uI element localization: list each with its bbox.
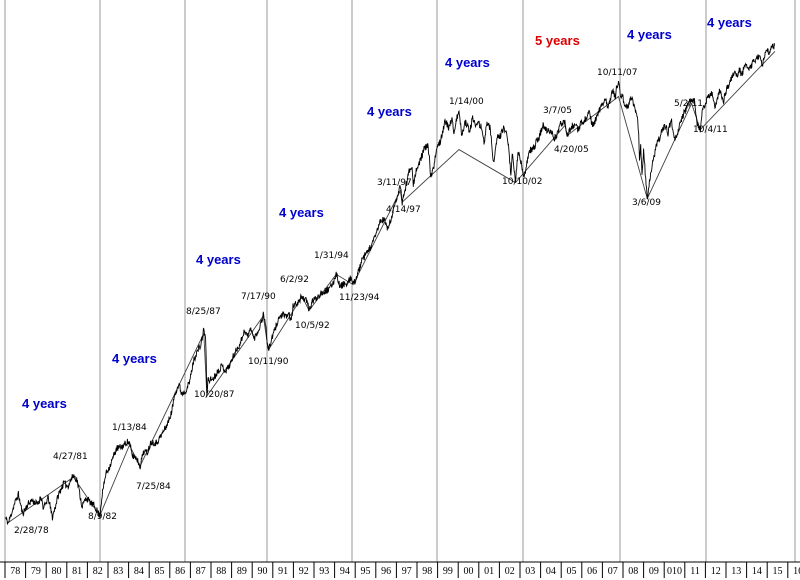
date-label: 11/23/94 [339,293,380,303]
x-axis-tick-label: 15 [773,566,783,577]
cycle-trendline [6,50,776,524]
cycle-length-label: 4 years [196,252,241,267]
date-label: 10/11/90 [248,357,289,367]
cycle-length-label: 4 years [367,104,412,119]
date-label: 10/11/07 [597,68,637,78]
x-axis-tick-label: 95 [361,566,371,577]
date-label: 1/13/84 [112,423,147,433]
x-axis-tick-label: 90 [258,566,268,577]
x-axis-tick-label: 04 [546,566,556,577]
x-axis-tick-label: 08 [628,566,638,577]
price-path [4,43,776,525]
x-axis-tick-label: 79 [31,566,41,577]
date-annotations: 2/28/78 4/27/81 8/9/82 1/13/84 7/25/84 8/25/8… [14,68,728,536]
x-axis-tick-label: 14 [752,566,762,577]
x-axis-tick-label: 88 [216,566,226,577]
date-label: 10/20/87 [194,390,234,400]
date-label: 6/2/92 [280,275,309,285]
x-axis-tick-label: 11 [690,566,700,577]
x-axis-tick-label: 93 [319,566,329,577]
x-axis-tick-label: 16 [793,566,800,577]
cycle-length-label: 4 years [707,15,752,30]
date-label: 8/9/82 [88,512,117,522]
date-label: 3/7/05 [543,106,572,116]
date-label: 3/11/97 [377,178,412,188]
x-axis-tick-label: 92 [299,566,309,577]
x-axis-tick-label: 85 [155,566,165,577]
cycle-length-label: 4 years [279,205,324,220]
gridlines [4,0,796,562]
cycle-length-label: 4 years [627,27,672,42]
x-axis-tick-label: 00 [464,566,474,577]
date-label: 2/28/78 [14,526,49,536]
x-axis-tick-label: 07 [608,566,618,577]
x-axis-tick-label: 87 [196,566,206,577]
x-axis-tick-label: 81 [72,566,82,577]
x-axis-tick-label: 94 [340,566,350,577]
x-axis-tick-label: 82 [93,566,103,577]
date-label: 4/14/97 [386,205,421,215]
x-axis-tick-label: 86 [175,566,185,577]
x-axis-tick-label: 78 [10,566,20,577]
x-axis: 78 79 80 81 82 83 84 85 86 87 88 89 90 91 92 93 94 95 96 97… [0,561,800,578]
x-axis-tick-label: 13 [731,566,741,577]
cycle-length-label: 4 years [22,396,67,411]
x-axis-tick-label: 02 [505,566,515,577]
x-axis-tick-label: 01 [484,566,494,577]
date-label: 1/14/00 [449,97,484,107]
x-axis-tick-label: 03 [525,566,535,577]
x-axis-tick-label: 05 [567,566,577,577]
x-axis-tick-label: 12 [711,566,721,577]
date-label: 7/25/84 [136,482,171,492]
x-axis-tick-label: 91 [278,566,288,577]
date-label: 8/25/87 [186,307,221,317]
cycle-trendline-path [6,50,776,524]
date-label: 4/20/05 [554,145,589,155]
x-axis-tick-label: 89 [237,566,247,577]
x-axis-tick-label: 09 [649,566,659,577]
price-series [4,43,776,525]
date-label: 4/27/81 [53,452,88,462]
x-axis-tick-label: 97 [402,566,412,577]
date-label: 10/10/02 [502,177,542,187]
x-axis-tick-label: 83 [113,566,123,577]
cycle-length-label: 4 years [112,351,157,366]
x-axis-tick-label: 96 [381,566,391,577]
date-label: 5/2/11 [674,99,703,109]
cycle-length-label: 5 years [535,33,580,48]
date-label: 1/31/94 [314,251,349,261]
cycle-length-label: 4 years [445,55,490,70]
date-label: 10/5/92 [295,321,330,331]
x-axis-tick-label: 98 [422,566,432,577]
x-axis-tick-label: 010 [667,566,682,577]
x-axis-tick-label: 84 [134,566,144,577]
date-label: 7/17/90 [241,292,276,302]
date-label: 10/4/11 [693,125,728,135]
x-axis-tick-label: 80 [52,566,62,577]
date-label: 3/6/09 [632,198,661,208]
x-axis-tick-label: 99 [443,566,453,577]
x-axis-tick-label: 06 [587,566,597,577]
cycle-length-annotations: 4 years 4 years 4 years 4 years 4 years 4 yea… [22,15,752,411]
